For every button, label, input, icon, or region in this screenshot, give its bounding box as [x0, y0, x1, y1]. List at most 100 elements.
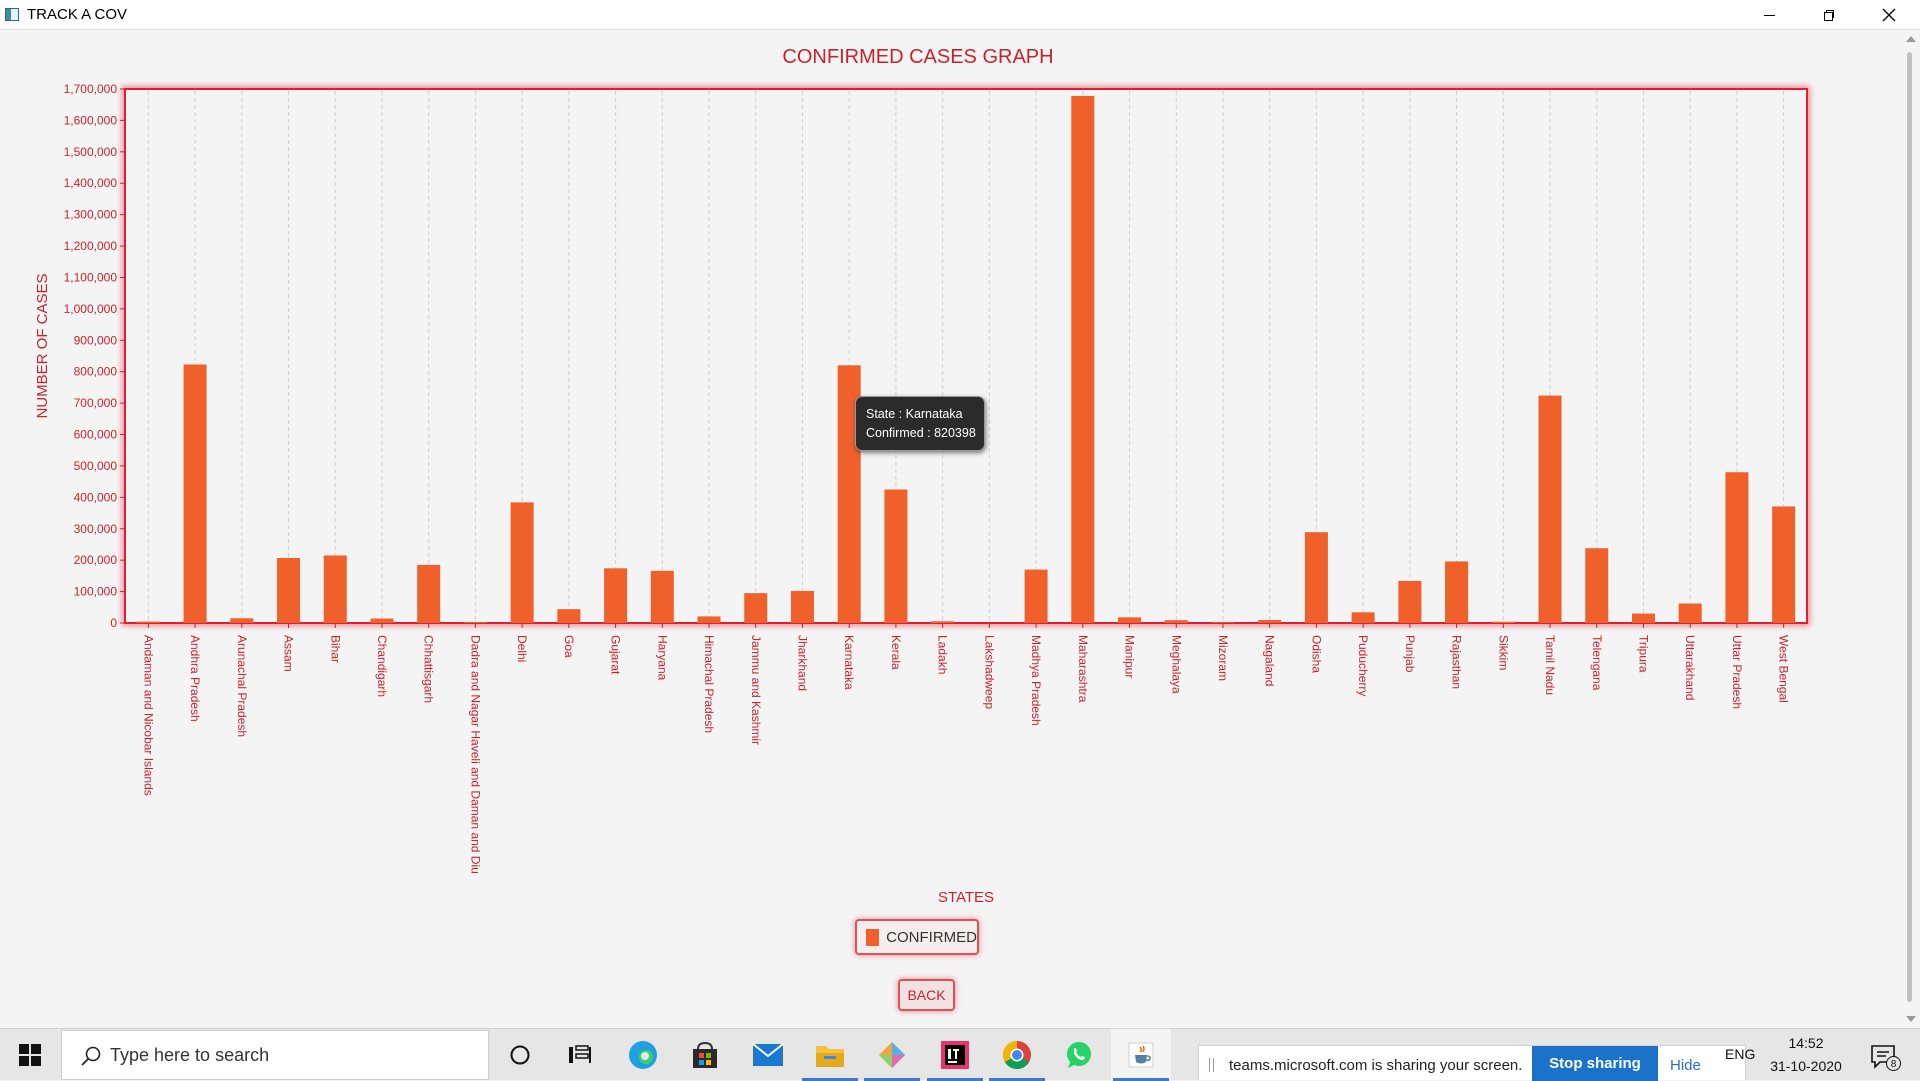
- clock-time[interactable]: 14:52: [1788, 1035, 1824, 1051]
- bar: [183, 364, 207, 623]
- x-tick-label: Karnataka: [842, 635, 856, 690]
- search-placeholder: Type here to search: [110, 1045, 270, 1065]
- y-tick-label: 1,200,000: [64, 239, 118, 253]
- legend-label: CONFIRMED: [886, 928, 977, 946]
- x-tick-label: Andaman and Nicobar Islands: [141, 635, 155, 796]
- search-icon: [81, 1046, 101, 1066]
- x-axis-label: STATES: [937, 889, 995, 906]
- close-button[interactable]: [1860, 0, 1918, 30]
- x-tick-label: Goa: [562, 635, 576, 658]
- taskbar-search-box[interactable]: Type here to search: [61, 1030, 489, 1080]
- bar: [323, 555, 347, 623]
- whatsapp-button[interactable]: [1049, 1029, 1109, 1081]
- y-tick-label: 1,400,000: [64, 176, 118, 190]
- legend: CONFIRMED: [855, 919, 979, 955]
- bar-tooltip: State : Karnataka Confirmed : 820398: [855, 396, 985, 451]
- bar: [463, 621, 487, 623]
- bar: [650, 570, 674, 623]
- scrollbar-thumb[interactable]: [1907, 52, 1912, 1002]
- bar: [417, 564, 441, 623]
- restore-button[interactable]: [1800, 0, 1858, 30]
- clock-date[interactable]: 31-10-2020: [1770, 1058, 1842, 1074]
- bar: [1445, 561, 1469, 623]
- x-tick-label: Gujarat: [609, 635, 623, 675]
- hide-button[interactable]: Hide: [1670, 1057, 1701, 1074]
- bar-chart: 0 100,000 200,000 300,000 400,000 500,000 600,…: [34, 82, 1810, 874]
- x-tick-label: Madhya Pradesh: [1029, 635, 1043, 726]
- x-tick-label: Nagaland: [1263, 635, 1277, 686]
- whatsapp-icon: [1067, 1042, 1091, 1068]
- back-button[interactable]: BACK: [898, 979, 955, 1011]
- close-icon: [1882, 8, 1896, 22]
- bar: [1351, 612, 1375, 623]
- bar: [931, 621, 955, 623]
- y-tick-label: 600,000: [74, 428, 118, 442]
- task-view-button[interactable]: [550, 1029, 610, 1081]
- bar: [1118, 617, 1142, 623]
- paint-3d-button[interactable]: [862, 1029, 922, 1081]
- y-tick-label: 0: [110, 616, 117, 630]
- drag-handle-icon[interactable]: [1209, 1058, 1214, 1072]
- x-tick-label: Rajasthan: [1450, 635, 1464, 689]
- mail-icon: [752, 1043, 784, 1066]
- x-tick-label: Uttar Pradesh: [1730, 635, 1744, 709]
- x-tick-label: Telengana: [1590, 635, 1604, 691]
- x-tick-label: Manipur: [1123, 635, 1137, 678]
- x-tick-label: Punjab: [1403, 635, 1417, 673]
- y-tick-label: 800,000: [74, 365, 118, 379]
- x-tick-label: Andhra Pradesh: [188, 635, 202, 722]
- x-tick-label: Haryana: [655, 635, 669, 681]
- task-view-icon: [569, 1045, 591, 1063]
- chart-title: CONFIRMED CASES GRAPH: [782, 46, 1054, 68]
- cortana-icon: [510, 1045, 530, 1065]
- share-notice: teams.microsoft.com is sharing your scre…: [1229, 1057, 1523, 1074]
- bar: [697, 616, 721, 623]
- mail-button[interactable]: [738, 1029, 798, 1081]
- y-tick-label: 200,000: [74, 553, 118, 567]
- start-button[interactable]: [0, 1029, 60, 1081]
- edge-icon: [629, 1041, 657, 1069]
- language-indicator[interactable]: ENG: [1725, 1046, 1756, 1062]
- scroll-down-icon[interactable]: [1906, 1016, 1916, 1022]
- bar: [837, 365, 861, 623]
- java-button[interactable]: [1111, 1029, 1171, 1081]
- file-explorer-button[interactable]: [800, 1029, 860, 1081]
- y-tick-label: 700,000: [74, 396, 118, 410]
- intellij-button[interactable]: [925, 1029, 985, 1081]
- bar: [557, 609, 581, 623]
- edge-button[interactable]: [613, 1029, 673, 1081]
- y-tick-label: 1,600,000: [64, 113, 118, 127]
- minimize-button[interactable]: [1740, 0, 1798, 30]
- notification-center-button[interactable]: 8: [1868, 1040, 1904, 1076]
- cortana-button[interactable]: [490, 1029, 550, 1081]
- y-tick-label: 1,300,000: [64, 208, 118, 222]
- bar: [1772, 506, 1796, 623]
- y-tick-label: 900,000: [74, 333, 118, 347]
- file-explorer-icon: [816, 1046, 844, 1067]
- x-tick-label: Assam: [282, 635, 296, 672]
- x-tick-label: Puducherry: [1356, 635, 1370, 696]
- x-tick-label: Tamil Nadu: [1543, 635, 1557, 695]
- bar: [277, 557, 301, 623]
- x-tick-label: Mizoram: [1216, 635, 1230, 681]
- bar: [884, 489, 908, 623]
- scroll-up-icon[interactable]: [1906, 36, 1916, 42]
- y-axis-label: NUMBER OF CASES: [34, 273, 51, 418]
- paint-3d-icon: [879, 1042, 905, 1068]
- intellij-icon: [941, 1041, 969, 1069]
- bar: [1258, 620, 1282, 623]
- store-button[interactable]: [675, 1029, 735, 1081]
- bar: [604, 568, 628, 623]
- vertical-scrollbar[interactable]: [1900, 30, 1920, 1028]
- bar: [510, 502, 534, 623]
- x-tick-label: Bihar: [328, 635, 342, 663]
- windows-logo-icon: [19, 1044, 41, 1066]
- minimize-icon: [1763, 14, 1775, 16]
- bar: [790, 590, 814, 623]
- chrome-button[interactable]: [987, 1029, 1047, 1081]
- chrome-icon: [1003, 1041, 1031, 1069]
- bar: [744, 593, 768, 623]
- java-icon: [1128, 1042, 1154, 1068]
- plot-area: [124, 88, 1808, 624]
- stop-sharing-button[interactable]: Stop sharing: [1532, 1046, 1658, 1081]
